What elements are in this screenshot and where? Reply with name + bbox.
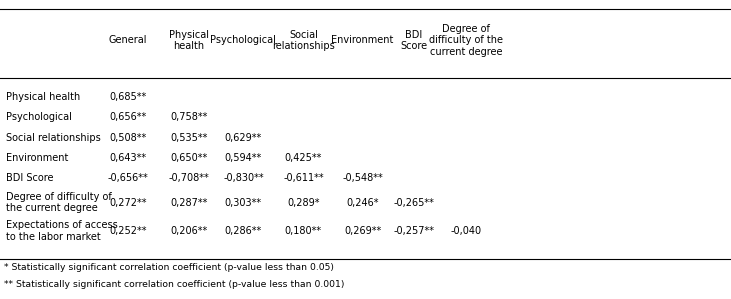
Text: BDI Score: BDI Score <box>6 173 53 183</box>
Text: 0,650**: 0,650** <box>170 153 207 163</box>
Text: 0,594**: 0,594** <box>225 153 262 163</box>
Text: BDI
Score: BDI Score <box>400 30 428 51</box>
Text: -0,548**: -0,548** <box>342 173 383 183</box>
Text: 0,535**: 0,535** <box>170 132 208 143</box>
Text: General: General <box>109 35 147 45</box>
Text: 0,206**: 0,206** <box>170 226 207 236</box>
Text: 0,643**: 0,643** <box>110 153 146 163</box>
Text: -0,830**: -0,830** <box>223 173 264 183</box>
Text: -0,611**: -0,611** <box>283 173 324 183</box>
Text: 0,272**: 0,272** <box>109 198 147 208</box>
Text: 0,508**: 0,508** <box>110 132 146 143</box>
Text: * Statistically significant correlation coefficient (p-value less than 0.05): * Statistically significant correlation … <box>4 263 333 272</box>
Text: Social relationships: Social relationships <box>6 132 101 143</box>
Text: 0,287**: 0,287** <box>170 198 208 208</box>
Text: 0,180**: 0,180** <box>285 226 322 236</box>
Text: Degree of
difficulty of the
current degree: Degree of difficulty of the current degr… <box>429 24 504 57</box>
Text: Physical health: Physical health <box>6 92 80 102</box>
Text: -0,708**: -0,708** <box>168 173 209 183</box>
Text: 0,289*: 0,289* <box>287 198 319 208</box>
Text: 0,286**: 0,286** <box>225 226 262 236</box>
Text: Expectations of access
to the labor market: Expectations of access to the labor mark… <box>6 220 118 242</box>
Text: 0,246*: 0,246* <box>346 198 379 208</box>
Text: -0,257**: -0,257** <box>393 226 434 236</box>
Text: 0,252**: 0,252** <box>109 226 147 236</box>
Text: 0,303**: 0,303** <box>225 198 262 208</box>
Text: -0,040: -0,040 <box>451 226 482 236</box>
Text: 0,758**: 0,758** <box>170 112 208 122</box>
Text: ** Statistically significant correlation coefficient (p-value less than 0.001): ** Statistically significant correlation… <box>4 280 344 289</box>
Text: 0,269**: 0,269** <box>344 226 381 236</box>
Text: Physical
health: Physical health <box>169 30 208 51</box>
Text: 0,656**: 0,656** <box>110 112 146 122</box>
Text: Environment: Environment <box>6 153 68 163</box>
Text: 0,425**: 0,425** <box>284 153 322 163</box>
Text: Degree of difficulty of
the current degree: Degree of difficulty of the current degr… <box>6 192 112 213</box>
Text: Social
relationships: Social relationships <box>272 30 335 51</box>
Text: 0,629**: 0,629** <box>225 132 262 143</box>
Text: Psychological: Psychological <box>6 112 72 122</box>
Text: Psychological: Psychological <box>211 35 276 45</box>
Text: Environment: Environment <box>331 35 394 45</box>
Text: 0,685**: 0,685** <box>110 92 146 102</box>
Text: -0,656**: -0,656** <box>107 173 148 183</box>
Text: -0,265**: -0,265** <box>393 198 434 208</box>
